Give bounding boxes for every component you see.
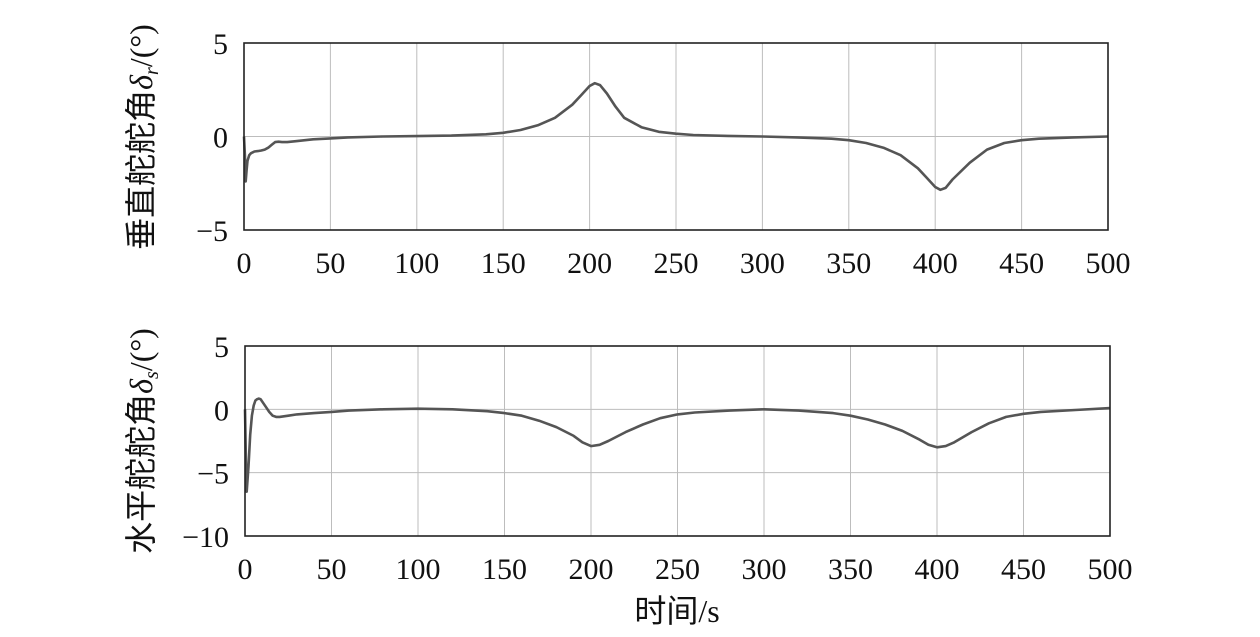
horizontal-rudder-x-tick-labels: 0 50 100 150 200 250 300 350 400 450 500 bbox=[238, 553, 1133, 586]
horizontal-rudder-x-tick-label: 100 bbox=[396, 553, 441, 586]
vertical-rudder-x-tick-label: 400 bbox=[913, 247, 958, 280]
horizontal-rudder-y-tick-labels: 5 0 −5 −10 bbox=[182, 331, 229, 554]
vertical-rudder-x-tick-label: 500 bbox=[1086, 247, 1131, 280]
horizontal-rudder-x-tick-label: 350 bbox=[828, 553, 873, 586]
vertical-rudder-x-tick-label: 100 bbox=[394, 247, 439, 280]
vertical-rudder-x-tick-label: 0 bbox=[237, 247, 252, 280]
horizontal-rudder-grid bbox=[245, 346, 1110, 536]
vertical-rudder-x-tick-label: 50 bbox=[315, 247, 345, 280]
horizontal-rudder-x-tick-label: 400 bbox=[915, 553, 960, 586]
horizontal-rudder-x-tick-label: 300 bbox=[742, 553, 787, 586]
vertical-rudder-y-tick-label: −5 bbox=[196, 215, 228, 248]
horizontal-rudder-plot-frame bbox=[244, 345, 1111, 537]
horizontal-rudder-x-axis-label: 时间/s bbox=[634, 593, 719, 629]
vertical-rudder-y-tick-label: 0 bbox=[213, 122, 228, 155]
horizontal-rudder-x-tick-label: 250 bbox=[655, 553, 700, 586]
horizontal-rudder-y-tick-label: 0 bbox=[214, 394, 229, 427]
horizontal-rudder-x-tick-label: 500 bbox=[1088, 553, 1133, 586]
vertical-rudder-series-line bbox=[242, 81, 1109, 192]
horizontal-rudder-x-tick-label: 0 bbox=[238, 553, 253, 586]
vertical-rudder-x-tick-label: 150 bbox=[481, 247, 526, 280]
horizontal-rudder-y-axis-label: 水平舵舵角δs/(°) bbox=[123, 328, 163, 554]
horizontal-rudder-x-tick-label: 200 bbox=[569, 553, 614, 586]
vertical-rudder-y-tick-labels: 5 0 −5 bbox=[196, 28, 228, 248]
horizontal-rudder-y-tick-label: −10 bbox=[182, 521, 229, 554]
horizontal-rudder-x-tick-label: 450 bbox=[1001, 553, 1046, 586]
horizontal-rudder-x-tick-label: 150 bbox=[482, 553, 527, 586]
vertical-rudder-x-tick-label: 450 bbox=[999, 247, 1044, 280]
horizontal-rudder-series-line bbox=[243, 397, 1111, 493]
horizontal-rudder-y-tick-label: 5 bbox=[214, 331, 229, 364]
vertical-rudder-x-tick-label: 300 bbox=[740, 247, 785, 280]
vertical-rudder-x-tick-labels: 0 50 100 150 200 250 300 350 400 450 500 bbox=[237, 247, 1131, 280]
vertical-rudder-x-tick-label: 200 bbox=[567, 247, 612, 280]
horizontal-rudder-chart: 0 50 100 150 200 250 300 350 400 450 500 50−5−10 水… bbox=[123, 328, 1133, 629]
vertical-rudder-x-tick-label: 250 bbox=[654, 247, 699, 280]
horizontal-rudder-x-tick-label: 50 bbox=[317, 553, 347, 586]
vertical-rudder-chart: 0 50 100 150 200 250 300 350 400 450 500 50−5 垂直舵舵… bbox=[123, 24, 1131, 280]
vertical-rudder-y-tick-label: 5 bbox=[213, 28, 228, 61]
vertical-rudder-y-axis-label: 垂直舵舵角δr/(°) bbox=[123, 24, 163, 250]
vertical-rudder-plot-frame bbox=[243, 42, 1109, 231]
horizontal-rudder-y-tick-label: −5 bbox=[197, 458, 229, 491]
vertical-rudder-x-tick-label: 350 bbox=[826, 247, 871, 280]
